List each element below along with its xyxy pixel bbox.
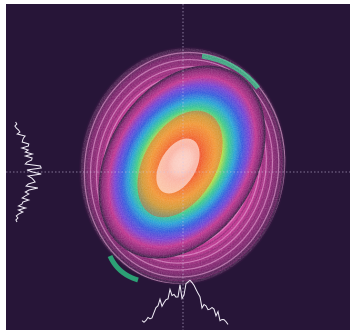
crosshair <box>6 4 350 330</box>
vertical-profile-trace <box>14 121 42 223</box>
horizontal-profile-trace <box>141 279 229 325</box>
beam-profile-image <box>6 4 350 330</box>
